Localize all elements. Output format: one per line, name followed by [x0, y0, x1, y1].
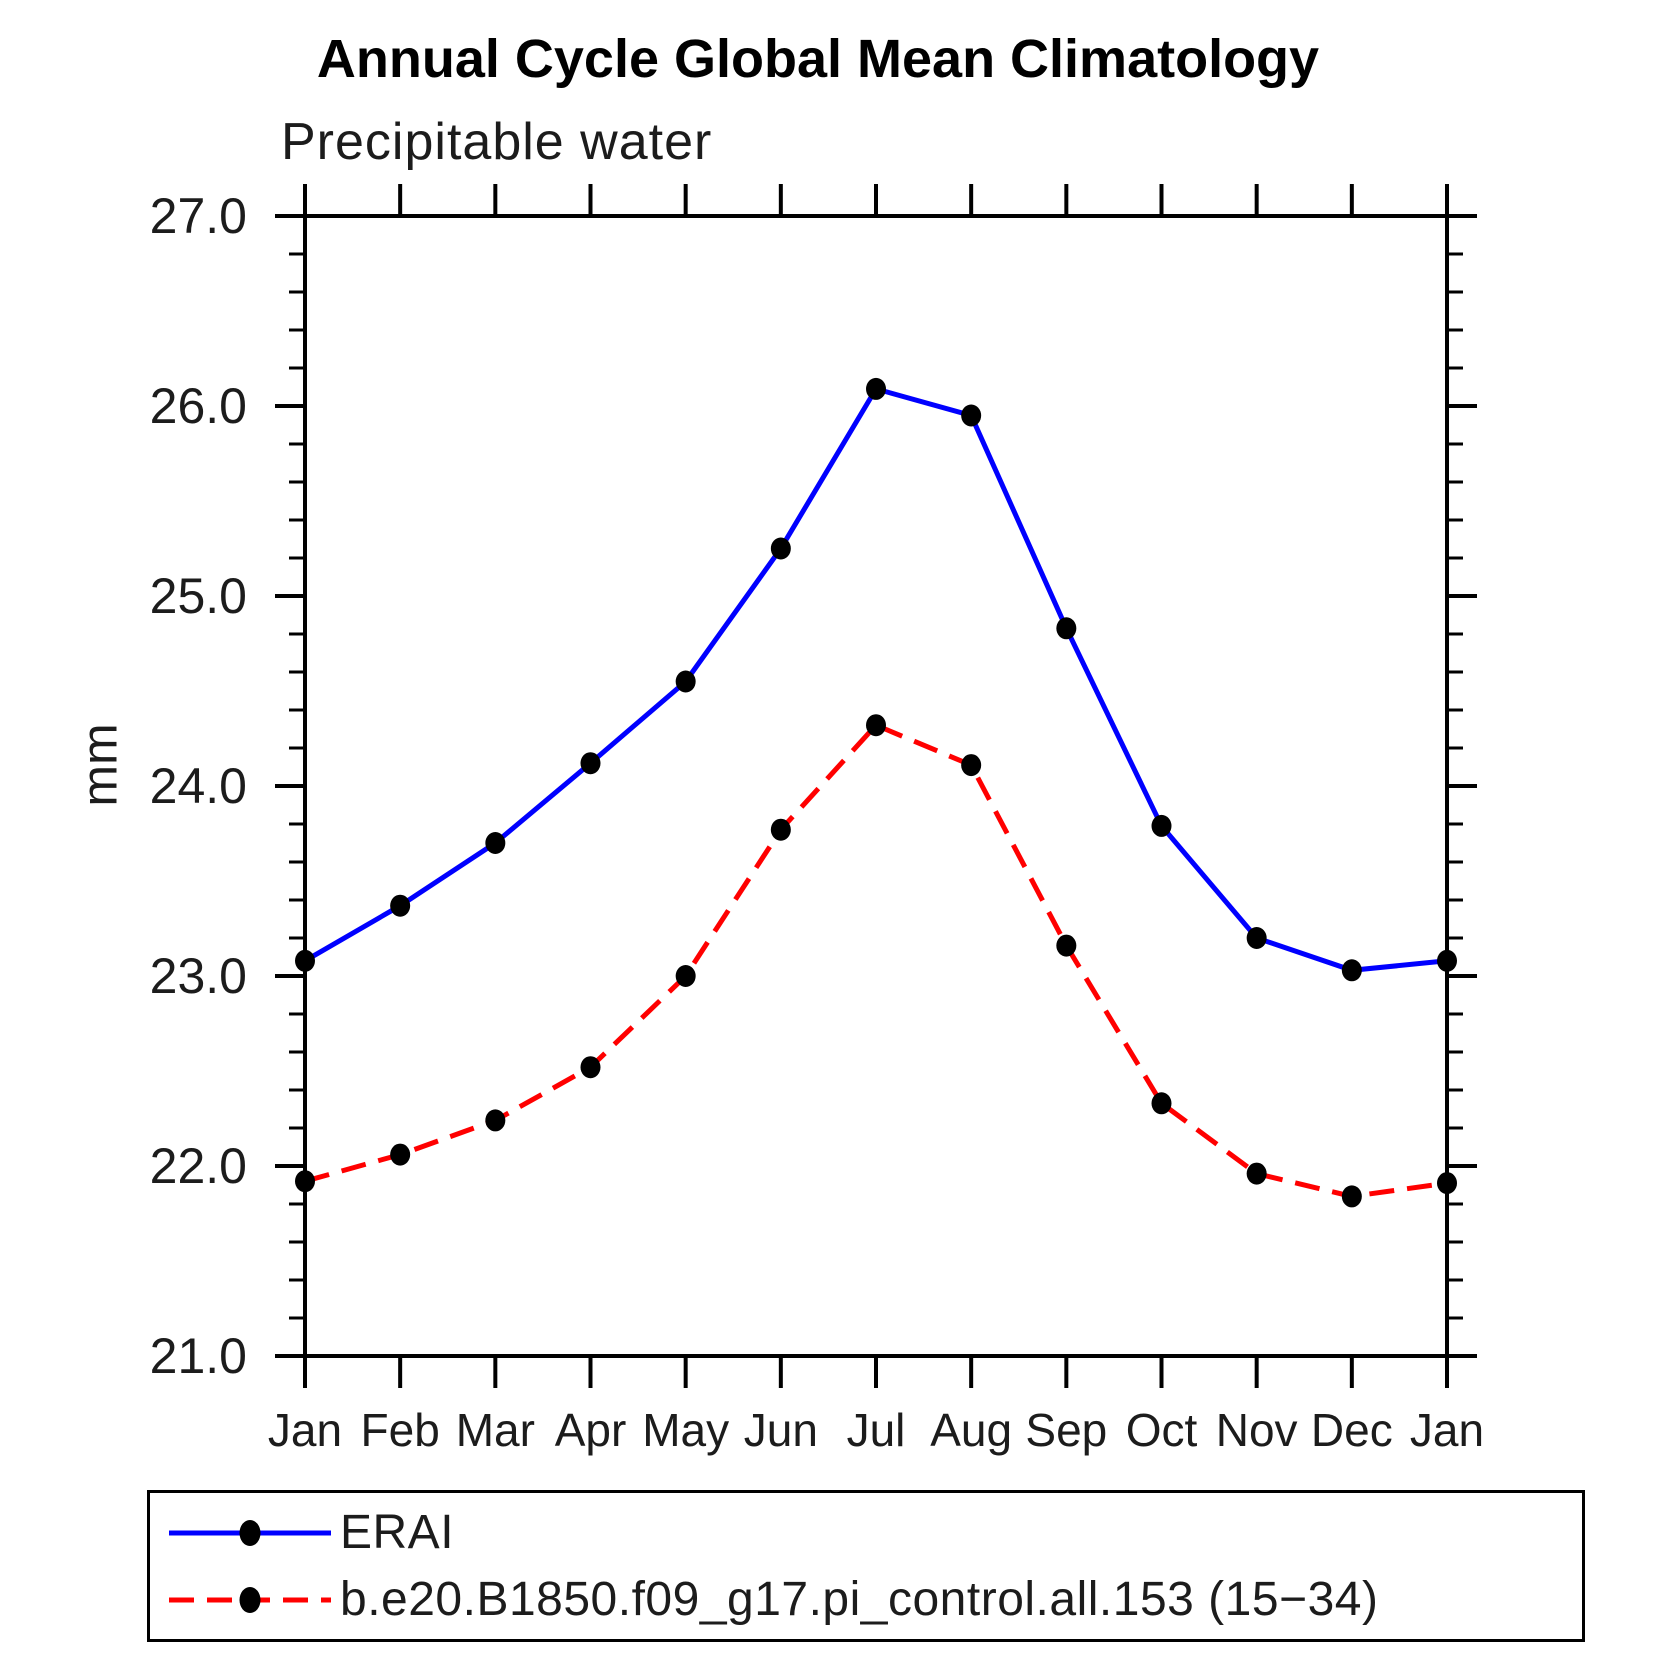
x-tick-label: Mar	[456, 1404, 535, 1456]
legend-line-sample-solid	[169, 1519, 331, 1546]
data-point-marker	[295, 949, 315, 972]
data-point-marker	[390, 894, 411, 917]
chart-title: Annual Cycle Global Mean Climatology	[316, 29, 1320, 89]
x-tick-label: Sep	[1025, 1404, 1107, 1456]
legend-marker-icon	[239, 1586, 261, 1613]
data-point-marker	[1437, 1172, 1457, 1195]
data-point-marker	[1341, 1185, 1362, 1208]
x-tick-label: Jun	[744, 1404, 818, 1456]
series-line	[304, 722, 1448, 1199]
data-point-marker	[1151, 1092, 1172, 1115]
data-point-marker	[770, 537, 791, 560]
legend-box: ERAI b.e20.B1850.f09_g17.pi_control.all.…	[147, 1490, 1585, 1642]
series-erai	[295, 377, 1457, 982]
data-point-marker	[675, 670, 696, 693]
legend-entry-erai: ERAI	[166, 1499, 1582, 1566]
x-tick-label: Apr	[555, 1404, 627, 1456]
data-point-marker	[580, 1056, 601, 1079]
data-point-marker	[1056, 617, 1077, 640]
chart-subtitle: Precipitable water	[281, 113, 713, 171]
legend-line-sample-dashed	[169, 1586, 331, 1613]
series-line	[303, 385, 1448, 973]
legend-label-model: b.e20.B1850.f09_g17.pi_control.all.153 (…	[340, 1573, 1379, 1626]
data-point-marker	[390, 1143, 411, 1166]
data-point-marker	[1246, 927, 1267, 949]
x-tick-label: Dec	[1311, 1404, 1393, 1456]
data-point-marker	[866, 377, 886, 400]
data-point-marker	[961, 754, 982, 777]
data-point-marker	[580, 752, 601, 775]
data-point-marker	[1151, 814, 1172, 837]
data-point-marker	[295, 1170, 315, 1193]
x-axis: Jan Feb Mar Apr May Jun Jul Aug Sep Oct Nov Dec Jan	[268, 184, 1484, 1456]
data-point-marker	[675, 965, 696, 987]
y-tick-label: 21.0	[150, 1328, 247, 1384]
legend-marker-icon	[239, 1519, 261, 1546]
y-tick-label: 23.0	[150, 948, 247, 1004]
x-tick-label: Jan	[1410, 1404, 1484, 1456]
data-point-marker	[1437, 949, 1457, 972]
x-tick-label: Jan	[268, 1404, 342, 1456]
data-point-marker	[485, 1109, 506, 1132]
data-point-marker	[1056, 934, 1077, 957]
legend-label-erai: ERAI	[340, 1506, 455, 1559]
y-tick-label: 22.0	[150, 1138, 247, 1194]
y-tick-label: 24.0	[150, 758, 247, 814]
legend-entry-model: b.e20.B1850.f09_g17.pi_control.all.153 (…	[166, 1566, 1582, 1633]
data-point-marker	[770, 818, 791, 841]
x-tick-label: Aug	[930, 1404, 1012, 1456]
data-point-marker	[1246, 1162, 1267, 1185]
y-axis: 21.0 22.0 23.0 24.0 25.0 26.0 27.0	[150, 188, 1477, 1384]
y-tick-label: 27.0	[150, 188, 247, 244]
y-tick-label: 25.0	[150, 568, 247, 624]
x-tick-label: Oct	[1126, 1404, 1198, 1456]
data-point-marker	[866, 714, 886, 737]
data-point-marker	[485, 832, 506, 854]
x-tick-label: May	[642, 1404, 729, 1456]
series-model	[295, 714, 1457, 1208]
data-point-marker	[1341, 959, 1362, 982]
data-point-marker	[961, 404, 982, 427]
x-tick-label: Nov	[1216, 1404, 1298, 1456]
x-tick-label: Feb	[361, 1404, 440, 1456]
y-tick-label: 26.0	[150, 378, 247, 434]
x-tick-label: Jul	[847, 1404, 906, 1456]
